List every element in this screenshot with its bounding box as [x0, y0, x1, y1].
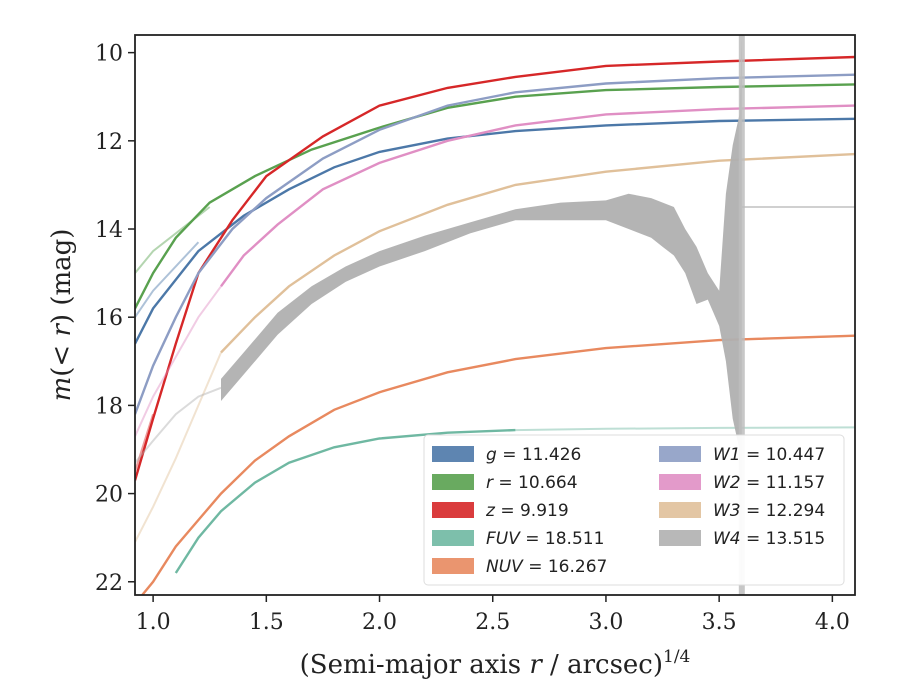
legend-label-w2: W2 = 11.157	[713, 473, 825, 493]
y-axis-label-m: m	[47, 377, 77, 402]
legend-label-w1: W1 = 10.447	[713, 445, 825, 465]
legend-label-w4: W4 = 13.515	[713, 529, 825, 549]
x-tick-label: 1.0	[136, 610, 171, 635]
legend-swatch-w1	[659, 446, 701, 462]
x-tick-label: 2.0	[362, 610, 397, 635]
x-tick-label: 4.0	[815, 610, 850, 635]
legend-swatch-nuv	[432, 558, 474, 574]
series-w2-faint-line	[135, 285, 222, 437]
x-tick-label: 1.5	[249, 610, 284, 635]
axis-ticks: 1.0 1.5 2.0 2.5 3.0 3.5 4.0 10 12 14 16 18 20 22	[95, 42, 850, 635]
legend-label-w3: W3 = 12.294	[713, 501, 825, 521]
legend-label-z: z = 9.919	[485, 501, 569, 521]
x-axis-label-prefix: (Semi-major axis	[300, 650, 530, 680]
plot-area	[135, 35, 855, 595]
legend-label-fuv: FUV = 18.511	[486, 529, 604, 549]
y-axis-label: m(< r) (mag)	[47, 229, 77, 402]
legend-swatch-r	[432, 474, 474, 490]
series-w3-line	[220, 152, 855, 354]
y-tick-label: 10	[95, 42, 123, 67]
series-fuv-faint-line	[515, 426, 855, 432]
y-axis-label-mid: (<	[47, 337, 77, 377]
y-tick-label: 14	[95, 218, 123, 243]
legend-swatch-w4	[659, 530, 701, 546]
x-axis-label: (Semi-major axis r / arcsec)1/4	[300, 647, 691, 680]
series-z-faint-line	[135, 413, 155, 472]
series-w4-faint-line	[135, 386, 222, 464]
x-axis-label-exponent: 1/4	[663, 647, 690, 667]
y-tick-label: 18	[95, 394, 123, 419]
legend-swatch-w2	[659, 474, 701, 490]
series-r-faint-line	[135, 206, 211, 274]
series-g-faint-line	[135, 241, 200, 318]
series-fuv-line	[174, 428, 516, 574]
series-z-line	[135, 55, 855, 481]
legend-swatch-g	[432, 446, 474, 462]
x-tick-label: 2.5	[475, 610, 510, 635]
vertical-band	[738, 35, 745, 595]
legend: g = 11.426 r = 10.664 z = 9.919 FUV = 18.51…	[423, 434, 845, 586]
legend-swatch-fuv	[432, 530, 474, 546]
legend-label-r: r = 10.664	[486, 473, 578, 493]
legend-box	[423, 434, 845, 586]
y-axis-label-end: ) (mag)	[47, 229, 77, 325]
legend-swatch-z	[432, 502, 474, 518]
plot-frame	[134, 34, 856, 596]
x-tick-label: 3.0	[588, 610, 623, 635]
legend-label-g: g = 11.426	[486, 445, 581, 465]
legend-label-nuv: NUV = 16.267	[486, 557, 607, 577]
series-r-line	[135, 83, 855, 309]
x-axis-label-suffix: / arcsec)	[542, 650, 663, 680]
x-axis-label-var: r	[529, 650, 543, 680]
y-axis-label-r: r	[47, 323, 77, 337]
y-tick-label: 20	[95, 483, 123, 508]
series-w1-line	[135, 73, 855, 415]
series-nuv-line	[140, 334, 855, 595]
y-tick-label: 12	[95, 130, 123, 155]
series-g-line	[135, 117, 855, 345]
legend-swatch-w3	[659, 502, 701, 518]
y-tick-label: 22	[95, 571, 123, 596]
series-w3-faint-line	[135, 352, 222, 543]
y-tick-label: 16	[95, 306, 123, 331]
x-tick-label: 3.5	[702, 610, 737, 635]
series-w2-line	[220, 104, 855, 288]
